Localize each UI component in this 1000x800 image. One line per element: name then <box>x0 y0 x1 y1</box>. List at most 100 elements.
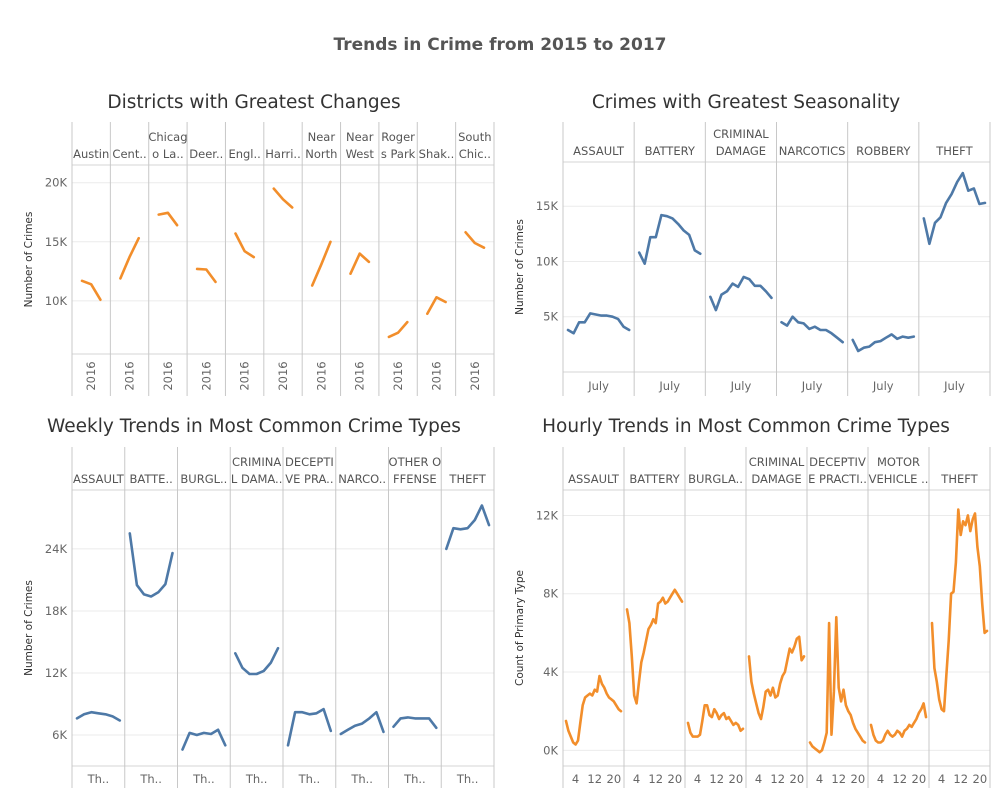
series-line <box>128 532 174 598</box>
series-line <box>686 703 745 738</box>
y-tick-label: 10K <box>536 254 559 268</box>
panel-label: THEFT <box>935 144 973 158</box>
chart-title: Crimes with Greatest Seasonality <box>592 92 900 113</box>
panel-label: s Park <box>381 147 416 161</box>
x-tick-label: 20 <box>851 772 866 786</box>
series-line <box>339 710 385 736</box>
y-axis-title: Number of Crimes <box>23 580 35 676</box>
panel-label: ASSAULT <box>73 472 125 486</box>
panel-2: BURGL.. Th.. <box>180 472 227 786</box>
panel-label: Harri.. <box>265 147 300 161</box>
x-tick-label: 12 <box>709 772 724 786</box>
x-tick-label: Th.. <box>350 772 373 786</box>
y-tick-label: 8K <box>543 587 558 601</box>
y-tick-label: 15K <box>536 199 559 213</box>
series-line <box>181 728 227 751</box>
panel-2: Chicag o La.. 2016 <box>148 130 187 391</box>
series-line <box>392 716 438 730</box>
panel-1: BATTERY 4 12 20 <box>625 472 684 786</box>
series-line <box>75 710 122 722</box>
panel-label: NARCOTICS <box>779 144 846 158</box>
panel-4: Engl.. 2016 <box>228 147 260 391</box>
chart-title: Districts with Greatest Changes <box>107 92 400 113</box>
panel-7: Near West 2016 <box>346 130 375 391</box>
x-tick-label: 4 <box>694 772 701 786</box>
series-line <box>780 315 845 344</box>
panel-label: NARCO.. <box>338 472 386 486</box>
x-tick-label: July <box>730 379 752 393</box>
panel-3: Deer.. 2016 <box>189 147 223 391</box>
panel-label: DAMAGE <box>716 144 766 158</box>
hourly-chart: Hourly Trends in Most Common Crime Types… <box>514 416 991 788</box>
panel-4: DECEPTI VE PRA.. Th.. <box>285 455 334 786</box>
y-tick-label: 6K <box>52 728 67 742</box>
series-line <box>349 252 371 276</box>
panel-label: Cent.. <box>112 147 146 161</box>
x-tick-label: Th.. <box>456 772 479 786</box>
x-tick-label: 4 <box>572 772 579 786</box>
series-line <box>708 275 773 312</box>
y-axis-title: Number of Crimes <box>23 212 35 308</box>
panel-label: DAMAGE <box>751 472 801 486</box>
x-tick-label: 20 <box>973 772 988 786</box>
x-tick-label: 4 <box>755 772 762 786</box>
x-tick-label: 2016 <box>353 361 367 390</box>
y-tick-label: 4K <box>543 665 558 679</box>
x-tick-label: 12 <box>892 772 907 786</box>
x-tick-label: July <box>801 379 823 393</box>
series-line <box>566 312 631 335</box>
panel-1: BATTERY July <box>637 144 702 393</box>
series-line <box>286 707 333 747</box>
panel-label: BATTERY <box>645 144 696 158</box>
series-line <box>747 635 806 721</box>
panel-label: ASSAULT <box>568 472 620 486</box>
panel-label: Austin <box>73 147 109 161</box>
series-line <box>922 171 987 246</box>
series-line <box>234 646 280 676</box>
panel-5: NARCO.. Th.. <box>338 472 386 786</box>
x-tick-label: 2016 <box>429 361 443 390</box>
seasonality-chart: Crimes with Greatest Seasonality 5K 10K 15K… <box>514 92 991 396</box>
panel-4: ROBBERY July <box>851 144 916 393</box>
x-tick-label: 12 <box>648 772 663 786</box>
districts-chart: Districts with Greatest Changes 10K 15K 20K… <box>23 92 495 396</box>
y-tick-label: 15K <box>45 235 68 249</box>
panel-label: THEFT <box>448 472 486 486</box>
panel-8: Roger s Park 2016 <box>381 130 416 391</box>
x-tick-label: 12 <box>831 772 846 786</box>
panel-label: Chic.. <box>459 147 491 161</box>
panel-label: BATTE.. <box>129 472 172 486</box>
y-axis-title: Count of Primary Type <box>514 570 526 686</box>
panel-label: ASSAULT <box>573 144 625 158</box>
series-line <box>119 236 140 280</box>
x-tick-label: 12 <box>770 772 785 786</box>
x-tick-label: 4 <box>877 772 884 786</box>
panel-label: THEFT <box>940 472 978 486</box>
panel-label: CRIMINAL <box>713 127 769 141</box>
dashboard-title: Trends in Crime from 2015 to 2017 <box>333 35 666 55</box>
panel-label: E PRACTI.. <box>808 472 867 486</box>
series-line <box>869 702 928 744</box>
series-line <box>80 279 102 302</box>
panel-9: Shak.. 2016 <box>419 147 455 391</box>
panel-1: BATTE.. Th.. <box>128 472 174 786</box>
x-tick-label: July <box>872 379 894 393</box>
x-tick-label: 12 <box>953 772 968 786</box>
series-line <box>195 267 217 284</box>
y-tick-label: 5K <box>543 310 558 324</box>
x-tick-label: 20 <box>607 772 622 786</box>
panel-label: Chicag <box>148 130 187 144</box>
panel-5: THEFT July <box>922 144 987 393</box>
panel-7: THEFT Th.. <box>444 472 491 786</box>
panel-label: Shak.. <box>419 147 455 161</box>
x-tick-label: 2016 <box>391 361 405 390</box>
panel-0: ASSAULT 4 12 20 <box>564 472 623 786</box>
y-tick-label: 10K <box>45 294 68 308</box>
panel-label: Near <box>308 130 336 144</box>
x-tick-label: 4 <box>816 772 823 786</box>
panel-6: THEFT 4 12 20 <box>930 472 989 786</box>
x-tick-label: 20 <box>668 772 683 786</box>
chart-title: Hourly Trends in Most Common Crime Types <box>542 416 950 437</box>
series-line <box>310 240 332 287</box>
